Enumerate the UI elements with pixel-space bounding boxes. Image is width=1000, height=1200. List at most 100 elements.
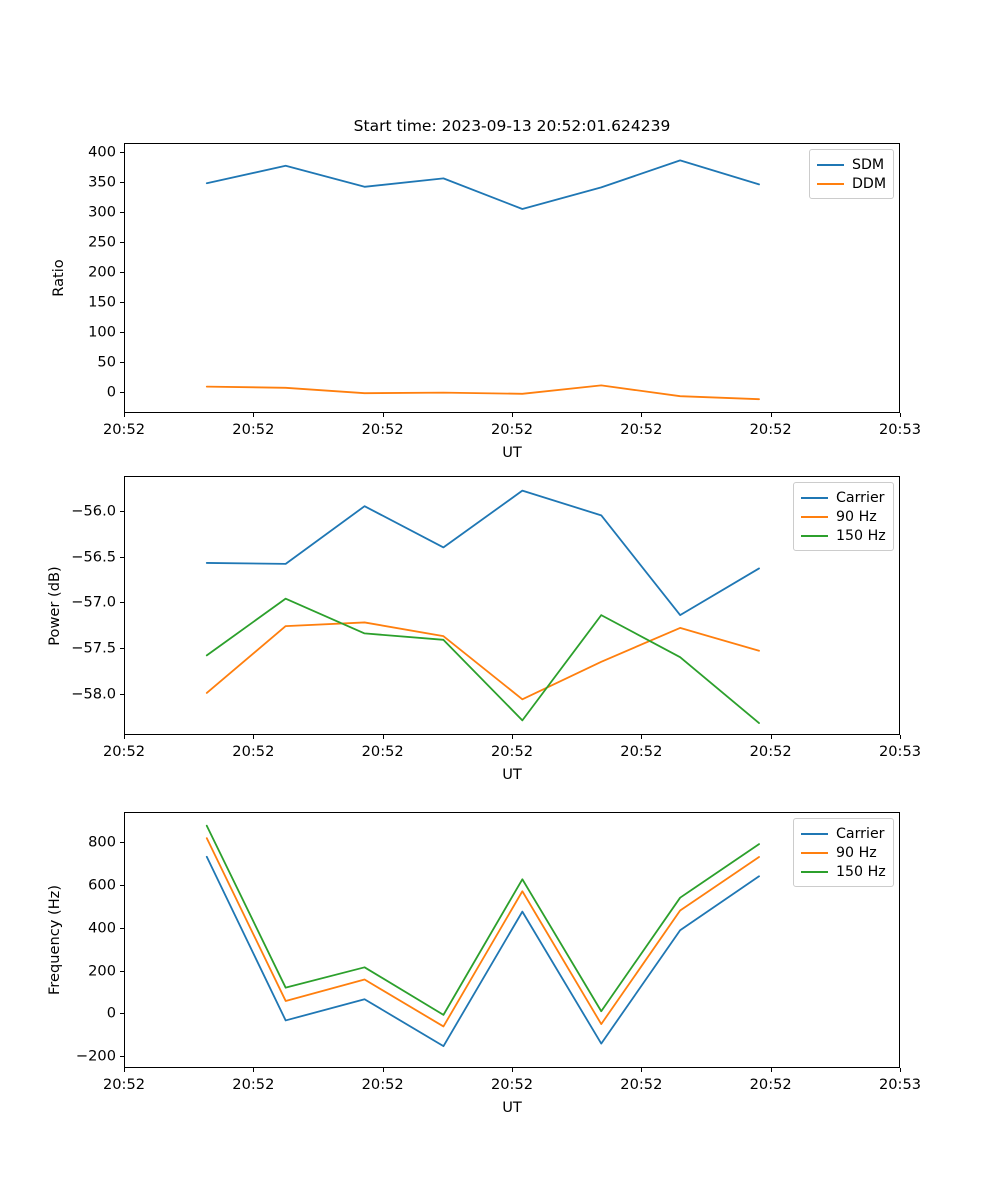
y-tick-label: 0: [106, 1004, 116, 1022]
legend-color-swatch: [817, 182, 844, 185]
ratio-data-lines: [205, 159, 760, 401]
x-tick-mark: [641, 1068, 643, 1072]
series-line-ddm: [205, 384, 760, 401]
y-tick-label: 0: [106, 383, 116, 401]
series-line-carrier: [205, 855, 760, 1048]
y-tick-label: −58.0: [71, 685, 116, 703]
x-tick-mark: [253, 1068, 255, 1072]
x-tick-mark: [124, 735, 126, 739]
x-tick-mark: [770, 413, 772, 417]
x-tick-mark: [382, 413, 384, 417]
y-tick-label: 200: [88, 263, 116, 281]
y-tick-mark: [120, 272, 124, 274]
y-tick-mark: [120, 152, 124, 154]
legend-label: Carrier: [836, 489, 885, 506]
series-line-150-hz: [205, 824, 760, 1016]
x-tick-label: 20:52: [102, 1076, 146, 1093]
power-subplot: [124, 476, 900, 735]
y-axis-label: Ratio: [50, 259, 67, 297]
x-tick-label: 20:52: [490, 1076, 534, 1093]
legend-label: 150 Hz: [836, 863, 886, 880]
y-tick-mark: [120, 1056, 124, 1058]
legend-color-swatch: [817, 163, 844, 166]
x-tick-mark: [124, 1068, 126, 1072]
y-tick-label: −57.5: [71, 639, 116, 657]
y-tick-mark: [120, 242, 124, 244]
legend-label: 150 Hz: [836, 527, 886, 544]
series-line-sdm: [205, 159, 760, 210]
x-tick-mark: [382, 735, 384, 739]
y-tick-mark: [120, 332, 124, 334]
y-tick-mark: [120, 970, 124, 972]
legend-color-swatch: [801, 534, 828, 537]
y-tick-label: 400: [88, 143, 116, 161]
x-tick-label: 20:52: [361, 1076, 404, 1093]
legend-item[interactable]: Carrier: [801, 824, 886, 843]
frequency-subplot-legend[interactable]: Carrier 90 Hz 150 Hz: [793, 818, 894, 887]
y-axis-label: Power (dB): [46, 565, 63, 646]
power-subplot-legend[interactable]: Carrier 90 Hz 150 Hz: [793, 482, 894, 551]
x-tick-label: 20:52: [620, 421, 663, 438]
y-tick-label: 150: [88, 293, 116, 311]
frequency-subplot: [124, 812, 900, 1068]
x-tick-label: 20:53: [878, 1076, 922, 1093]
x-tick-label: 20:52: [620, 743, 663, 760]
y-tick-label: 100: [88, 323, 116, 341]
y-tick-label: 50: [97, 353, 116, 371]
legend-item[interactable]: 150 Hz: [801, 526, 886, 545]
y-tick-mark: [120, 362, 124, 364]
y-tick-label: −56.5: [71, 548, 116, 566]
x-tick-label: 20:52: [749, 421, 792, 438]
y-tick-label: −57.0: [71, 593, 116, 611]
x-tick-label: 20:52: [361, 743, 404, 760]
x-tick-label: 20:53: [878, 421, 922, 438]
y-tick-label: −200: [75, 1047, 116, 1065]
y-tick-label: 400: [88, 919, 116, 937]
y-tick-mark: [120, 927, 124, 929]
y-tick-label: 200: [88, 962, 116, 980]
x-tick-mark: [512, 1068, 514, 1072]
x-tick-label: 20:52: [102, 743, 146, 760]
legend-label: DDM: [852, 175, 887, 192]
x-tick-mark: [253, 413, 255, 417]
x-tick-label: 20:52: [490, 743, 534, 760]
y-tick-mark: [120, 556, 124, 558]
x-tick-mark: [253, 735, 255, 739]
x-tick-label: 20:52: [102, 421, 146, 438]
x-tick-mark: [382, 1068, 384, 1072]
frequency-data-lines: [205, 824, 760, 1048]
x-tick-mark: [641, 413, 643, 417]
legend-item[interactable]: DDM: [817, 174, 886, 193]
ratio-plot-frame: [124, 143, 900, 413]
x-tick-mark: [900, 735, 902, 739]
x-tick-label: 20:52: [232, 421, 275, 438]
frequency-plot-frame: [124, 812, 900, 1068]
legend-color-swatch: [801, 870, 828, 873]
x-tick-mark: [770, 735, 772, 739]
x-tick-mark: [512, 735, 514, 739]
y-tick-mark: [120, 392, 124, 394]
x-tick-label: 20:53: [878, 743, 922, 760]
y-tick-mark: [120, 1013, 124, 1015]
x-tick-mark: [770, 1068, 772, 1072]
y-tick-mark: [120, 693, 124, 695]
series-line-90-hz: [205, 621, 760, 701]
series-line-90-hz: [205, 837, 760, 1028]
legend-label: SDM: [852, 156, 885, 173]
legend-item[interactable]: 90 Hz: [801, 507, 886, 526]
x-tick-mark: [900, 413, 902, 417]
ratio-subplot-legend[interactable]: SDM DDM: [809, 149, 895, 199]
x-axis-label: UT: [502, 1099, 522, 1116]
legend-item[interactable]: 150 Hz: [801, 862, 886, 881]
y-tick-label: 250: [88, 233, 116, 251]
y-tick-mark: [120, 302, 124, 304]
x-axis-label: UT: [502, 444, 522, 461]
legend-color-swatch: [801, 496, 828, 499]
legend-item[interactable]: Carrier: [801, 488, 886, 507]
ratio-subplot: [124, 143, 900, 413]
legend-item[interactable]: 90 Hz: [801, 843, 886, 862]
series-line-carrier: [205, 489, 760, 617]
legend-item[interactable]: SDM: [817, 155, 886, 174]
series-line-150-hz: [205, 597, 760, 725]
